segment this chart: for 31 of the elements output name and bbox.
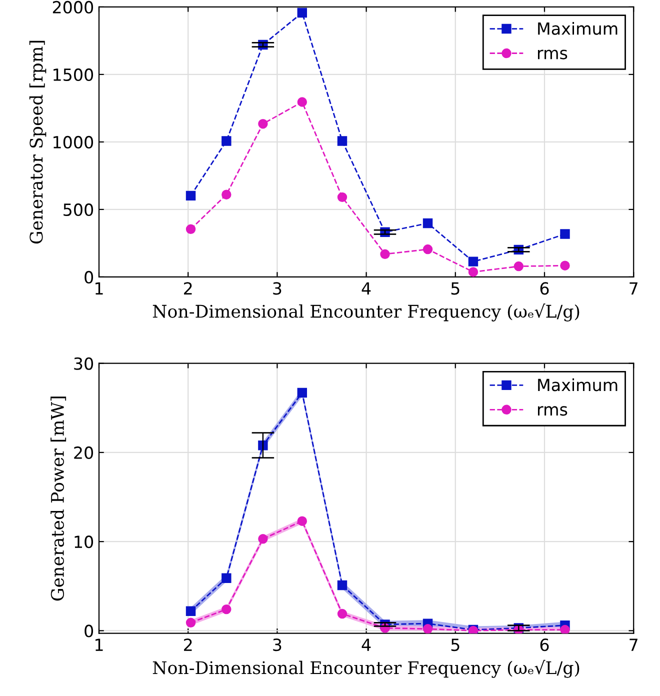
x-tick-label: 1 (96, 282, 103, 294)
x-tick-label: 1 (96, 638, 103, 651)
x-tick-label: 4 (362, 638, 371, 651)
y-tick-label: 0 (84, 270, 94, 284)
y-tick-label: 1500 (54, 68, 94, 82)
legend-label: rms (538, 406, 568, 416)
y-tick-label: 10 (74, 536, 94, 548)
y-tick-label: 500 (64, 203, 94, 216)
y-tick-label: 30 (74, 357, 94, 370)
x-tick-label: 5 (451, 638, 460, 652)
x-tick-label: 7 (630, 282, 638, 294)
legend-label: Maximum (538, 378, 618, 392)
legend-label: rms (538, 50, 568, 60)
x-tick-label: 2 (184, 282, 192, 294)
x-tick-label: 2 (184, 638, 192, 651)
x-tick-label: 3 (273, 282, 282, 295)
legend-label: Maximum (538, 22, 618, 35)
x-tick-label: 5 (451, 282, 460, 295)
y-axis-title: Generator Speed [rpm] (29, 40, 46, 244)
y-tick-label: 1000 (54, 136, 94, 149)
x-tick-label: 6 (540, 282, 549, 295)
y-tick-label: 0 (84, 624, 94, 638)
x-tick-label: 3 (273, 638, 282, 652)
y-tick-label: 2000 (52, 0, 94, 14)
y-axis-title: Generated Power [mW] (50, 396, 66, 601)
x-axis-title: Non-Dimensional Encounter Frequency (ωₑ√L/g) (152, 304, 580, 322)
x-axis-title: Non-Dimensional Encounter Frequency (ωₑ√L/g) (152, 660, 580, 678)
y-tick-label: 20 (74, 446, 94, 460)
x-tick-label: 6 (540, 638, 549, 652)
x-tick-label: 7 (630, 638, 638, 651)
x-tick-label: 4 (362, 282, 371, 294)
